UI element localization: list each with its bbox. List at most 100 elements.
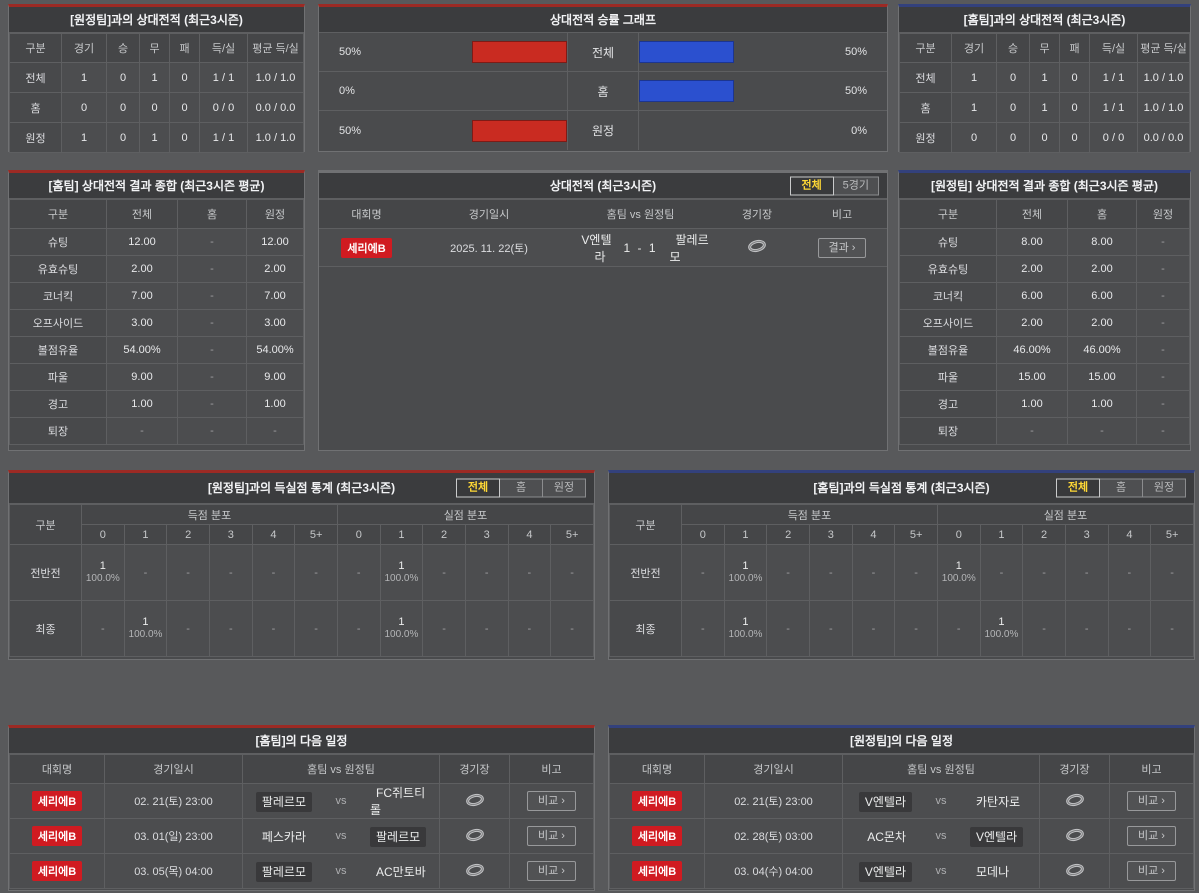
chevron-right-icon: ›	[561, 830, 565, 842]
column-header: 원정	[246, 199, 304, 229]
stadium-cell	[439, 783, 510, 819]
result-button[interactable]: 결과 ›	[817, 237, 867, 258]
cell-value: 54.00%	[106, 336, 178, 364]
tab-button[interactable]: 홈	[1099, 478, 1143, 498]
table-row: 최종 -1 100.0% - - - - -1 100.0% - - - -	[609, 600, 1194, 657]
stadium-icon[interactable]	[747, 239, 767, 256]
cell-value: 2.00	[1067, 255, 1137, 283]
cell-value: 0 / 0	[1089, 122, 1138, 153]
compare-button[interactable]: 비교 ›	[1127, 791, 1176, 811]
home-team-name: 팔레르모	[243, 861, 312, 882]
stat-cell: -	[550, 544, 594, 601]
stadium-icon[interactable]	[1065, 828, 1085, 845]
tab-button[interactable]: 원정	[1142, 478, 1186, 498]
away-bar-area	[639, 120, 829, 142]
column-header: 비고	[509, 754, 594, 784]
h2h-tabs: 전체 5경기	[789, 176, 879, 195]
stadium-icon[interactable]	[465, 828, 485, 845]
cell-value: 1.00	[106, 390, 178, 418]
team-name-text: V엔텔라	[858, 791, 912, 812]
cell-value: 0	[106, 122, 140, 153]
team-name-text: 페스카라	[261, 829, 306, 844]
table-row: 경고 1.00-1.00	[9, 390, 304, 418]
stadium-cell	[1039, 818, 1110, 854]
panel-title: [원정팀] 상대전적 결과 종합 (최근3시즌 평균)	[899, 173, 1190, 199]
cell-value: 1 / 1	[1089, 62, 1138, 93]
column-header: 구분	[9, 504, 82, 545]
stat-count: 1	[742, 616, 749, 628]
cell-value: -	[1136, 228, 1190, 256]
column-header: 경기	[951, 33, 997, 63]
tab-button[interactable]: 전체	[1056, 478, 1100, 498]
cell-value: 12.00	[106, 228, 178, 256]
compare-button[interactable]: 비교 ›	[527, 791, 576, 811]
table-row: 코너킥 6.00 6.00-	[899, 282, 1190, 310]
match-teams: 페스카라 vs 팔레르모	[243, 826, 439, 847]
table-row: 볼점유율 46.00% 46.00% -	[899, 336, 1190, 364]
cell-value: 2.00	[246, 255, 304, 283]
match-datetime: 02. 21(토) 23:00	[704, 783, 843, 819]
row-label: 홈	[9, 92, 62, 123]
column-header: 경기	[61, 33, 107, 63]
league-cell: 세리에B	[319, 228, 414, 267]
tab-button[interactable]: 전체	[456, 478, 500, 498]
match-teams: 팔레르모 vs AC만토바	[243, 861, 439, 882]
tab-button[interactable]: 전체	[789, 176, 834, 195]
league-cell: 세리에B	[609, 783, 705, 819]
cell-value: 8.00	[996, 228, 1068, 256]
h2h-table: 대회명 경기일시 홈팀 vs 원정팀 경기장 비고 세리에B 2025. 11. 22(토…	[319, 199, 887, 267]
row-label: 볼점유율	[899, 336, 997, 364]
cell-value: 0	[169, 92, 200, 123]
table-row: 슈팅 8.00 8.00-	[899, 228, 1190, 256]
stat-percent: 100.0%	[384, 629, 419, 640]
column-header: 2	[166, 524, 210, 545]
cell-value: -	[1136, 417, 1190, 445]
stadium-icon[interactable]	[465, 863, 485, 880]
chevron-right-icon: ›	[1161, 830, 1165, 842]
match-cell: 페스카라 vs 팔레르모	[242, 818, 440, 854]
row-label: 전체	[9, 62, 62, 93]
column-header: 무	[139, 33, 170, 63]
column-header: 홈팀 vs 원정팀	[842, 754, 1040, 784]
group-header-row: 구분 득점 분포 실점 분포	[9, 504, 595, 545]
chart-row: 50% 전체 50%	[319, 33, 887, 72]
cell-value: 54.00%	[246, 336, 304, 364]
tab-button[interactable]: 5경기	[832, 176, 879, 195]
stat-cell: -	[422, 600, 466, 657]
match-cell: V엔텔라 vs 모데나	[842, 853, 1040, 889]
cell-value: 1 / 1	[199, 122, 248, 153]
column-header: 4	[851, 524, 896, 545]
compare-button[interactable]: 비교 ›	[1127, 861, 1176, 881]
stadium-icon[interactable]	[1065, 793, 1085, 810]
cell-value: -	[246, 417, 304, 445]
cell-value: 1 / 1	[1089, 92, 1138, 123]
league-cell: 세리에B	[9, 783, 105, 819]
match-datetime: 2025. 11. 22(토)	[414, 228, 564, 267]
tab-button[interactable]: 원정	[542, 478, 586, 498]
stadium-icon[interactable]	[1065, 863, 1085, 880]
match-cell: AC몬차 vs V엔텔라	[842, 818, 1040, 854]
category-label: 전체	[567, 33, 639, 71]
left-percent-label: 0%	[339, 85, 355, 97]
stat-cell: 1 100.0%	[379, 544, 424, 601]
tab-button[interactable]: 홈	[499, 478, 543, 498]
column-header: 1	[379, 524, 424, 545]
match-row: 세리에B 02. 21(토) 23:00 V엔텔라 vs 카탄자로 비교 ›	[609, 783, 1194, 819]
row-label: 경고	[899, 390, 997, 418]
column-header: 구분	[9, 199, 107, 229]
left-percent-label: 50%	[339, 46, 362, 58]
compare-button[interactable]: 비교 ›	[527, 826, 576, 846]
header-row: 대회명 경기일시 홈팀 vs 원정팀 경기장 비고	[609, 754, 1194, 784]
cell-value: 1	[139, 62, 170, 93]
cell-value: 15.00	[1067, 363, 1137, 391]
column-header: 경기일시	[104, 754, 243, 784]
compare-button[interactable]: 비교 ›	[1127, 826, 1176, 846]
column-header: 패	[1059, 33, 1090, 63]
stadium-icon[interactable]	[465, 793, 485, 810]
stat-cell: -	[422, 544, 466, 601]
cell-value: 0	[106, 62, 140, 93]
compare-button[interactable]: 비교 ›	[527, 861, 576, 881]
away-winrate-bar	[639, 80, 734, 102]
row-label: 유효슈팅	[899, 255, 997, 283]
record-vs-away-table: 구분 경기 승 무 패 득/실 평균 득/실 전체 1 0 1 0 1 / 1 1.0 / 1.0 홈 0 0…	[9, 33, 304, 153]
